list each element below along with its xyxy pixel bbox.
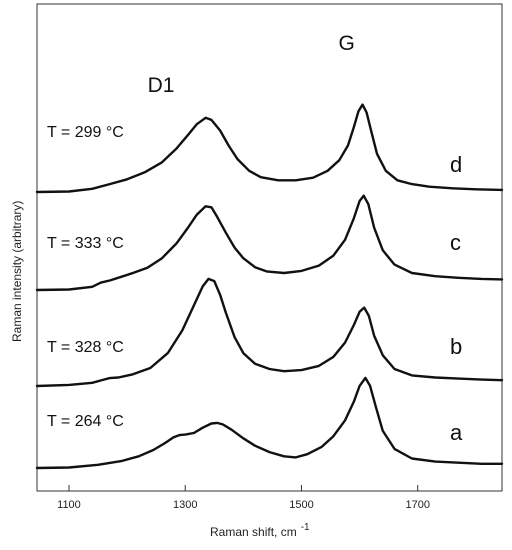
annotations: T = 299 °C d T = 333 °C c T = 328 °C b T = 264… [47, 32, 463, 445]
curve-letter-c: c [450, 230, 461, 255]
curve-letter-a: a [450, 420, 463, 445]
curve-letter-b: b [450, 334, 462, 359]
spectrum-line-c [35, 194, 504, 292]
plot-frame [36, 3, 503, 492]
temperature-label-b: T = 328 °C [47, 339, 124, 356]
plot-border [36, 3, 503, 492]
spectrum-line-d [35, 103, 504, 194]
x-axis-title: Raman shift, cm -1 [210, 522, 310, 539]
y-axis-title: Raman intensity (arbitrary) [10, 201, 24, 342]
curve-letter-d: d [450, 152, 462, 177]
peak-label-g: G [339, 32, 355, 55]
x-tick-label: 1700 [405, 499, 429, 511]
temperature-label-a: T = 264 °C [47, 413, 124, 430]
x-tick-label: 1300 [173, 499, 197, 511]
temperature-label-d: T = 299 °C [47, 124, 124, 141]
peak-label-d1: D1 [148, 74, 175, 97]
x-tick-label: 1500 [289, 499, 313, 511]
x-tick-label: 1100 [57, 499, 81, 511]
x-axis-ticks: 1100 1300 1500 1700 [57, 485, 430, 511]
spectra-group [35, 103, 504, 470]
spectrum-line-a [35, 376, 504, 470]
x-axis-unit-superscript: -1 [301, 522, 310, 533]
spectrum-line-b [35, 277, 504, 388]
temperature-label-c: T = 333 °C [47, 235, 124, 252]
